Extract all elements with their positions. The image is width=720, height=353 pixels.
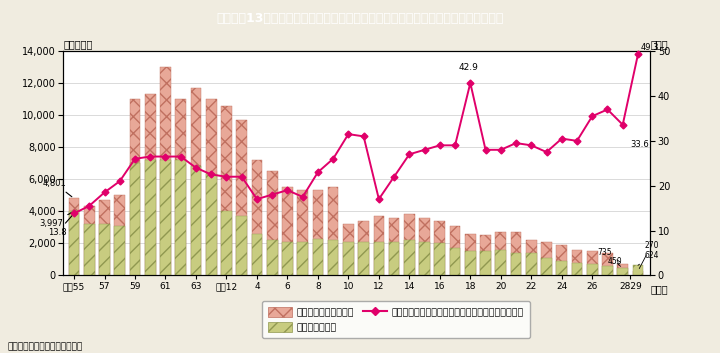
Bar <box>419 242 430 275</box>
Bar <box>617 264 628 275</box>
Bar <box>359 242 369 275</box>
Bar <box>68 198 79 275</box>
Bar <box>480 235 491 275</box>
Bar <box>343 242 354 275</box>
Bar <box>176 99 186 275</box>
Bar <box>510 232 521 275</box>
Bar <box>160 160 171 275</box>
Bar <box>572 250 582 275</box>
Bar <box>587 251 598 275</box>
Bar <box>130 99 140 275</box>
Bar <box>114 195 125 275</box>
Bar <box>206 174 217 275</box>
Bar <box>510 253 521 275</box>
Bar <box>374 242 384 275</box>
Bar <box>267 171 277 275</box>
Text: （％）: （％） <box>650 39 667 49</box>
Bar <box>434 243 445 275</box>
Bar <box>282 242 293 275</box>
Bar <box>328 240 338 275</box>
Bar <box>282 187 293 275</box>
Bar <box>557 245 567 275</box>
Bar <box>267 240 277 275</box>
Bar <box>160 67 171 275</box>
Bar <box>450 248 460 275</box>
Bar <box>114 226 125 275</box>
Bar <box>587 264 598 275</box>
Bar <box>145 94 156 275</box>
Bar <box>191 167 202 275</box>
Bar <box>251 160 262 275</box>
Text: 13.8: 13.8 <box>48 216 72 237</box>
Bar <box>191 88 202 275</box>
Text: 3,997: 3,997 <box>40 213 71 228</box>
Bar <box>450 226 460 275</box>
Bar <box>419 218 430 275</box>
Bar <box>541 258 552 275</box>
Bar <box>84 207 94 275</box>
Text: （年）: （年） <box>651 284 668 294</box>
Bar <box>602 266 613 275</box>
Bar <box>251 234 262 275</box>
Bar <box>312 191 323 275</box>
Text: 33.6: 33.6 <box>630 140 649 149</box>
Bar <box>297 242 308 275</box>
Text: 450: 450 <box>608 257 622 266</box>
Text: 270: 270 <box>639 241 659 269</box>
Text: 4,801: 4,801 <box>42 179 72 197</box>
Bar <box>176 160 186 275</box>
Bar <box>404 240 415 275</box>
Bar <box>404 215 415 275</box>
Text: （件，人）: （件，人） <box>63 39 93 49</box>
Text: Ｉ－７－13図　売春関係事犯検挙件数，要保護女子総数及び未成年者の割合の推移: Ｉ－７－13図 売春関係事犯検挙件数，要保護女子総数及び未成年者の割合の推移 <box>216 12 504 25</box>
Bar <box>389 218 400 275</box>
Bar <box>84 224 94 275</box>
Bar <box>312 239 323 275</box>
Bar <box>633 265 643 275</box>
Bar <box>434 221 445 275</box>
Bar <box>480 251 491 275</box>
Bar <box>541 242 552 275</box>
Bar <box>99 200 110 275</box>
Text: 42.9: 42.9 <box>459 63 479 72</box>
Bar <box>297 191 308 275</box>
Text: 49.3: 49.3 <box>640 43 659 52</box>
Bar <box>343 224 354 275</box>
Bar <box>526 240 536 275</box>
Bar <box>602 253 613 275</box>
Bar <box>557 261 567 275</box>
Bar <box>374 216 384 275</box>
Legend: 売春関係事犯検挙件数, 要保護女子総数, 要保護女子総数に占める未成年者の割合（右目盛）: 売春関係事犯検挙件数, 要保護女子総数, 要保護女子総数に占める未成年者の割合（… <box>262 301 530 338</box>
Text: 735: 735 <box>597 247 621 262</box>
Bar <box>389 242 400 275</box>
Bar <box>328 187 338 275</box>
Bar <box>359 221 369 275</box>
Bar <box>526 253 536 275</box>
Bar <box>221 106 232 275</box>
Bar <box>495 250 506 275</box>
Bar <box>236 120 247 275</box>
Bar <box>617 268 628 275</box>
Bar <box>99 224 110 275</box>
Text: （備考）警察庁資料より作成。: （備考）警察庁資料より作成。 <box>7 342 83 351</box>
Bar <box>572 263 582 275</box>
Bar <box>145 160 156 275</box>
Bar <box>68 211 79 275</box>
Bar <box>633 271 643 275</box>
Text: 624: 624 <box>638 251 659 265</box>
Bar <box>221 211 232 275</box>
Bar <box>236 216 247 275</box>
Bar <box>465 234 476 275</box>
Bar <box>130 163 140 275</box>
Bar <box>495 232 506 275</box>
Bar <box>206 99 217 275</box>
Bar <box>465 251 476 275</box>
